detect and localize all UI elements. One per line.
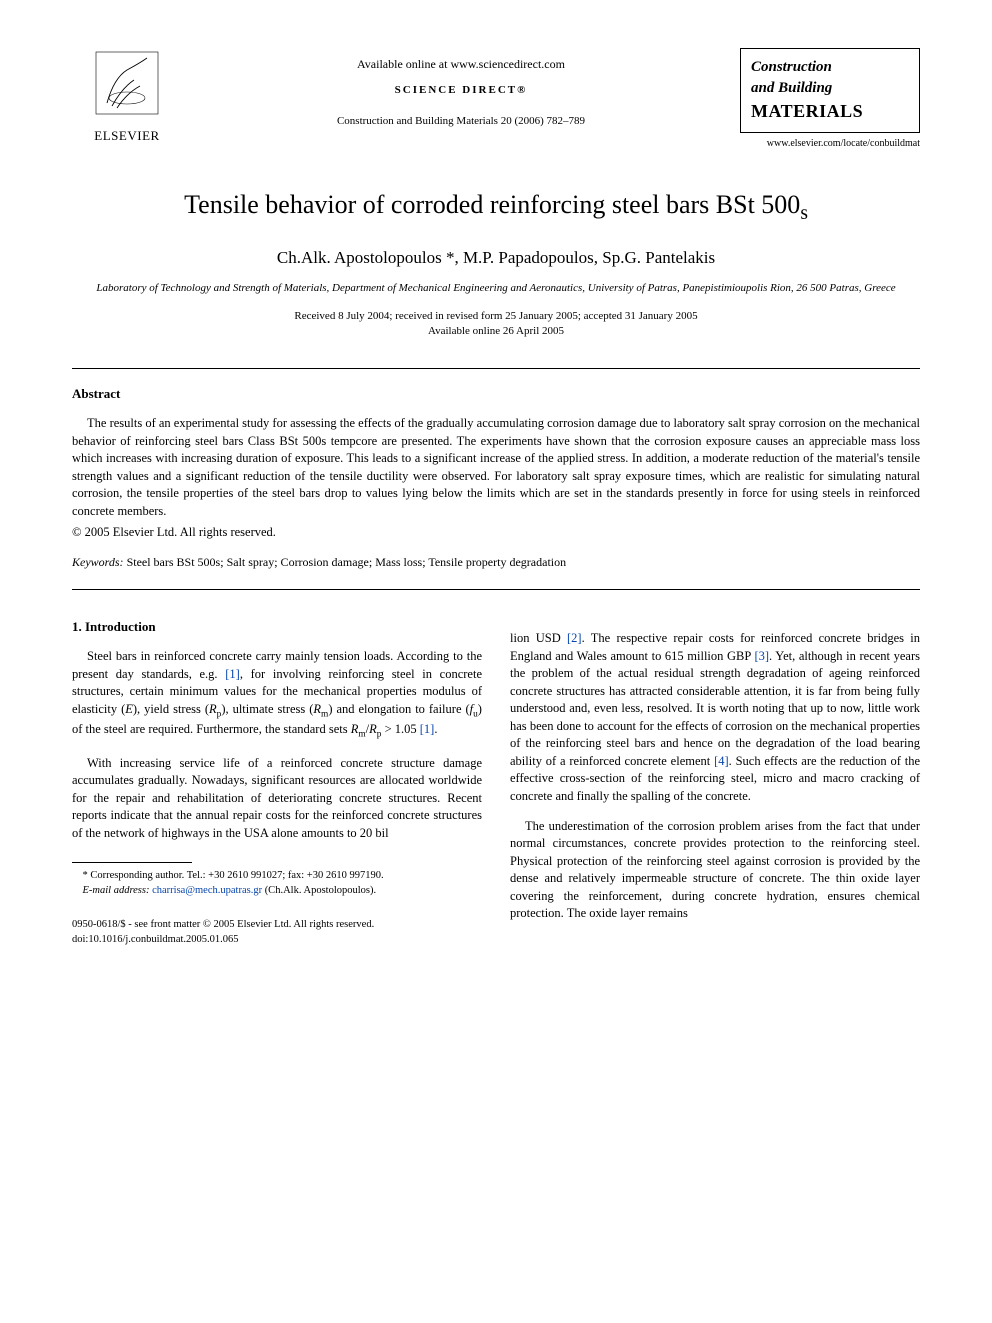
- journal-title-line2: and Building: [751, 78, 909, 99]
- t: ), yield stress (: [133, 702, 209, 716]
- authors: Ch.Alk. Apostolopoulos *, M.P. Papadopou…: [72, 246, 920, 270]
- citation-text: Construction and Building Materials 20 (…: [182, 114, 740, 129]
- t: . Yet, although in recent years the prob…: [510, 649, 920, 768]
- ref-link-1b[interactable]: [1]: [420, 722, 435, 736]
- t: > 1.05: [381, 722, 419, 736]
- affiliation: Laboratory of Technology and Strength of…: [72, 281, 920, 296]
- journal-title-box: Construction and Building MATERIALS: [740, 48, 920, 133]
- sym-Rp2: R: [369, 722, 377, 736]
- doi-block: 0950-0618/$ - see front matter © 2005 El…: [72, 918, 482, 947]
- column-left: 1. Introduction Steel bars in reinforced…: [72, 618, 482, 948]
- sym-E: E: [125, 702, 133, 716]
- footnote-rule: [72, 862, 192, 863]
- keywords: Keywords: Steel bars BSt 500s; Salt spra…: [72, 554, 920, 571]
- sciencedirect-text: SCIENCE DIRECT®: [395, 84, 528, 96]
- dates-line2: Available online 26 April 2005: [72, 324, 920, 339]
- email-tail: (Ch.Alk. Apostolopoulos).: [262, 885, 376, 896]
- intro-para-2: With increasing service life of a reinfo…: [72, 755, 482, 843]
- dates-line1: Received 8 July 2004; received in revise…: [72, 309, 920, 324]
- header-row: ELSEVIER Available online at www.science…: [72, 48, 920, 151]
- article-title: Tensile behavior of corroded reinforcing…: [72, 187, 920, 227]
- intro-para-3: The underestimation of the corrosion pro…: [510, 818, 920, 923]
- column-right: lion USD [2]. The respective repair cost…: [510, 618, 920, 948]
- section-heading: 1. Introduction: [72, 618, 482, 636]
- sym-Rm: R: [313, 702, 321, 716]
- rule-bottom: [72, 589, 920, 590]
- t: ) and elongation to failure (: [328, 702, 469, 716]
- journal-title-line3: MATERIALS: [751, 99, 909, 124]
- intro-para-2-cont: lion USD [2]. The respective repair cost…: [510, 630, 920, 805]
- footnote-corr: * Corresponding author. Tel.: +30 2610 9…: [72, 869, 482, 884]
- intro-para-1: Steel bars in reinforced concrete carry …: [72, 648, 482, 742]
- abstract-copyright: © 2005 Elsevier Ltd. All rights reserved…: [72, 524, 920, 542]
- journal-url: www.elsevier.com/locate/conbuildmat: [740, 137, 920, 151]
- abstract-heading: Abstract: [72, 385, 920, 403]
- keywords-text: Steel bars BSt 500s; Salt spray; Corrosi…: [124, 555, 567, 569]
- article-title-sub: s: [800, 203, 808, 224]
- article-dates: Received 8 July 2004; received in revise…: [72, 309, 920, 340]
- doi-line2: doi:10.1016/j.conbuildmat.2005.01.065: [72, 933, 482, 948]
- publisher-name: ELSEVIER: [72, 127, 182, 145]
- article-title-text: Tensile behavior of corroded reinforcing…: [184, 190, 800, 219]
- ref-link-3[interactable]: [3]: [754, 649, 769, 663]
- ref-link-2[interactable]: [2]: [567, 631, 582, 645]
- elsevier-logo-icon: [92, 48, 162, 118]
- abstract-text: The results of an experimental study for…: [72, 415, 920, 520]
- ref-link-1[interactable]: [1]: [225, 667, 240, 681]
- sym-Rm2-sub: m: [358, 730, 365, 740]
- t: lion USD: [510, 631, 567, 645]
- journal-title-line1: Construction: [751, 57, 909, 78]
- t: .: [434, 722, 437, 736]
- email-link[interactable]: charrisa@mech.upatras.gr: [149, 885, 262, 896]
- publisher-block: ELSEVIER: [72, 48, 182, 145]
- sym-Rp: R: [209, 702, 217, 716]
- footnote-email: E-mail address: charrisa@mech.upatras.gr…: [72, 884, 482, 899]
- available-online-text: Available online at www.sciencedirect.co…: [182, 56, 740, 73]
- body-columns: 1. Introduction Steel bars in reinforced…: [72, 618, 920, 948]
- journal-block: Construction and Building MATERIALS www.…: [740, 48, 920, 151]
- email-label: E-mail address:: [83, 885, 150, 896]
- center-header: Available online at www.sciencedirect.co…: [182, 48, 740, 130]
- rule-top: [72, 368, 920, 369]
- doi-line1: 0950-0618/$ - see front matter © 2005 El…: [72, 918, 482, 933]
- keywords-label: Keywords:: [72, 555, 124, 569]
- ref-link-4[interactable]: [4]: [714, 754, 729, 768]
- sciencedirect-logo: SCIENCE DIRECT®: [182, 83, 740, 98]
- t: ), ultimate stress (: [221, 702, 313, 716]
